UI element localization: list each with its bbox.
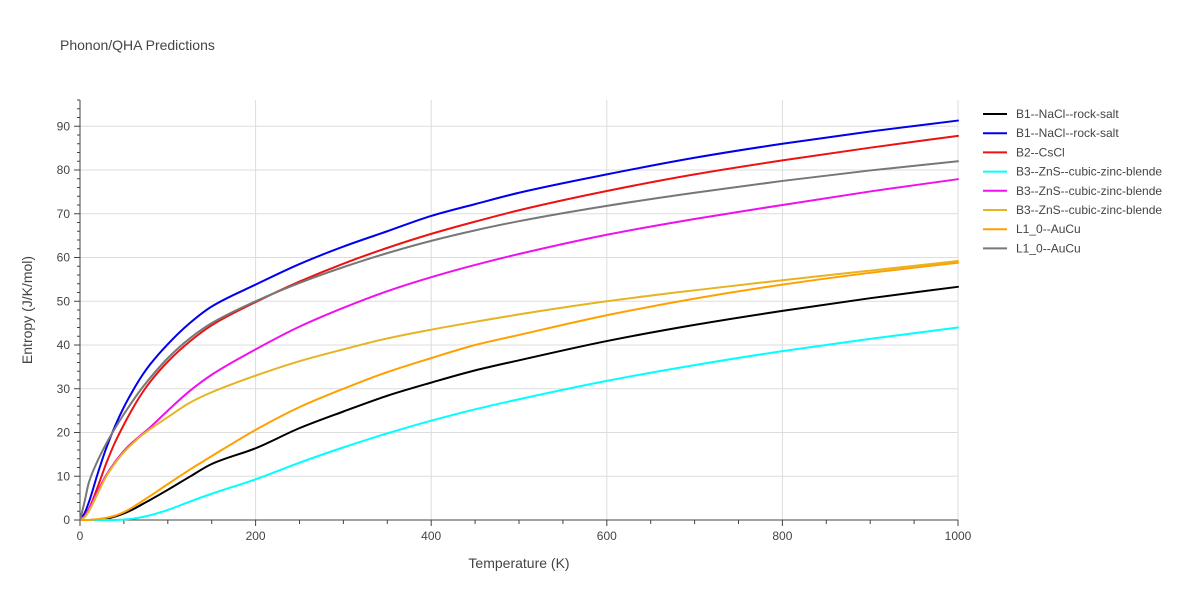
series-line-5 <box>79 260 959 521</box>
y-tick-label: 0 <box>63 513 70 527</box>
series-line-1 <box>79 119 959 521</box>
series-line-3 <box>79 326 959 521</box>
legend-label: L1_0--AuCu <box>1016 241 1081 255</box>
legend-item[interactable]: B3--ZnS--cubic-zinc-blende <box>983 184 1162 198</box>
series-line-7 <box>79 160 959 521</box>
legend-label: B3--ZnS--cubic-zinc-blende <box>1016 184 1162 198</box>
legend-label: B3--ZnS--cubic-zinc-blende <box>1016 203 1162 217</box>
legend-item[interactable]: B3--ZnS--cubic-zinc-blende <box>983 165 1162 179</box>
series-line-6 <box>79 261 959 521</box>
legend-item[interactable]: B3--ZnS--cubic-zinc-blende <box>983 203 1162 217</box>
axes: 0 200 400 600 800 1000 0 10 20 30 40 50 60 70 80 90 <box>57 99 972 543</box>
x-axis-title: Temperature (K) <box>468 555 569 571</box>
series-line-4 <box>79 178 959 521</box>
legend-item[interactable]: B1--NaCl--rock-salt <box>983 126 1119 140</box>
x-tick-label: 600 <box>597 529 617 543</box>
x-tick-label: 1000 <box>945 529 972 543</box>
series-line-0 <box>79 285 959 521</box>
x-tick-label: 800 <box>772 529 792 543</box>
legend-label: B2--CsCl <box>1016 145 1065 159</box>
y-tick-label: 30 <box>57 382 71 396</box>
y-tick-label: 80 <box>57 163 71 177</box>
legend-item[interactable]: B2--CsCl <box>983 145 1065 159</box>
y-tick-label: 90 <box>57 119 71 133</box>
x-tick-label: 400 <box>421 529 441 543</box>
y-tick-label: 50 <box>57 294 71 308</box>
legend-label: L1_0--AuCu <box>1016 222 1081 236</box>
legend-item[interactable]: L1_0--AuCu <box>983 241 1081 255</box>
y-tick-label: 20 <box>57 426 71 440</box>
x-tick-label: 200 <box>246 529 266 543</box>
x-tick-label: 0 <box>77 529 84 543</box>
legend-item[interactable]: L1_0--AuCu <box>983 222 1081 236</box>
series-lines <box>79 119 959 521</box>
gridlines <box>80 100 959 520</box>
y-tick-label: 70 <box>57 207 71 221</box>
legend-label: B1--NaCl--rock-salt <box>1016 126 1119 140</box>
y-tick-label: 40 <box>57 338 71 352</box>
series-line-2 <box>79 134 959 521</box>
legend-item[interactable]: B1--NaCl--rock-salt <box>983 107 1119 121</box>
chart-title: Phonon/QHA Predictions <box>60 37 215 53</box>
y-tick-label: 10 <box>57 469 71 483</box>
y-tick-label: 60 <box>57 251 71 265</box>
legend[interactable]: B1--NaCl--rock-salt B1--NaCl--rock-salt B2… <box>983 107 1162 255</box>
y-axis-title: Entropy (J/K/mol) <box>19 256 35 364</box>
legend-label: B1--NaCl--rock-salt <box>1016 107 1119 121</box>
legend-label: B3--ZnS--cubic-zinc-blende <box>1016 165 1162 179</box>
